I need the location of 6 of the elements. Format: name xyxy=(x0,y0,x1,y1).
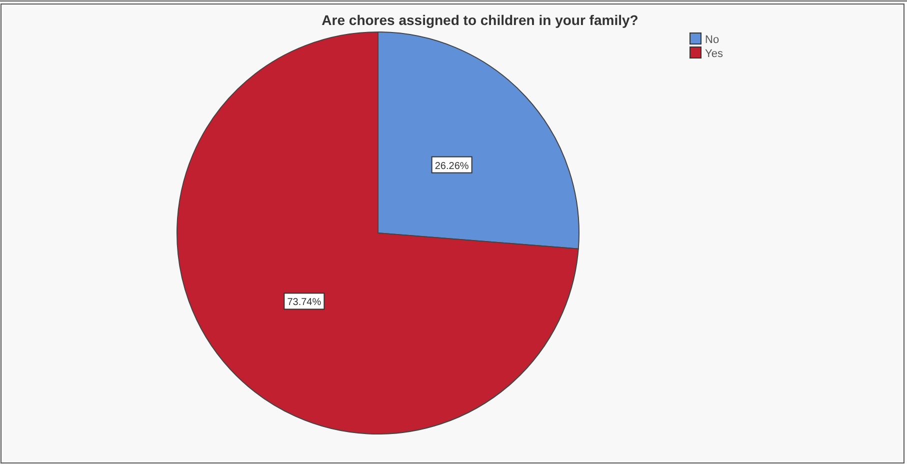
pie-slice xyxy=(176,32,579,434)
legend-label: Yes xyxy=(705,48,724,60)
chart-title: Are chores assigned to children in your family? xyxy=(322,12,638,28)
legend-label: No xyxy=(705,34,720,46)
data-label: 26.26% xyxy=(434,160,469,172)
data-label: 73.74% xyxy=(287,297,322,308)
